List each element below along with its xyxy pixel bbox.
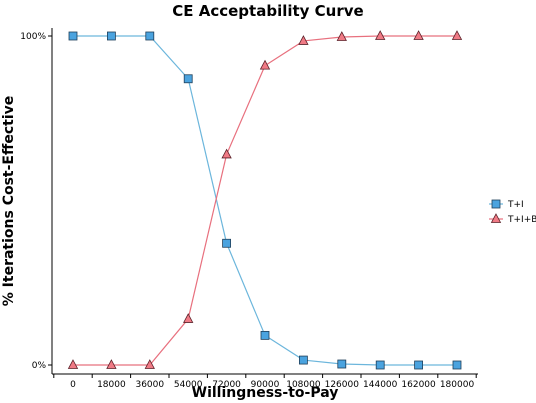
data-point bbox=[375, 360, 385, 370]
x-tick-label: 144000 bbox=[363, 380, 398, 390]
legend-marker bbox=[490, 213, 502, 223]
x-tick-label: 126000 bbox=[325, 380, 360, 390]
data-point bbox=[183, 74, 193, 84]
x-tick-label: 36000 bbox=[135, 380, 164, 390]
data-point bbox=[259, 59, 271, 70]
data-point bbox=[260, 330, 270, 340]
y-tick-label: 100% bbox=[20, 32, 46, 42]
data-point bbox=[144, 359, 155, 369]
x-tick-label: 90000 bbox=[251, 380, 280, 390]
series-line bbox=[73, 35, 457, 366]
chart-title: CE Acceptability Curve bbox=[172, 2, 363, 20]
x-tick-label: 108000 bbox=[286, 380, 321, 390]
data-point bbox=[222, 238, 232, 248]
x-tick-label: 18000 bbox=[97, 380, 126, 390]
legend-label: T+I+B bbox=[507, 215, 536, 225]
data-point bbox=[414, 360, 424, 370]
data-point bbox=[413, 30, 424, 40]
data-point bbox=[452, 360, 462, 370]
legend: T+I T+I+B bbox=[489, 199, 536, 225]
axes: 0% 100% 0 18000 36000 54000 72000 90000 108000 12… bbox=[20, 28, 478, 390]
legend-marker bbox=[491, 199, 501, 209]
data-point bbox=[68, 31, 78, 41]
data-point bbox=[451, 30, 463, 40]
data-point bbox=[298, 355, 308, 365]
y-axis-label: % Iterations Cost-Effective bbox=[1, 96, 17, 306]
data-point bbox=[298, 35, 309, 45]
data-point bbox=[183, 313, 194, 323]
x-axis-label: Willingness-to-Pay bbox=[192, 385, 339, 401]
data-point bbox=[107, 31, 116, 41]
data-point bbox=[375, 30, 386, 40]
x-tick-label: 162000 bbox=[401, 380, 436, 390]
data-point bbox=[106, 359, 117, 369]
legend-label: T+I bbox=[507, 200, 524, 210]
data-point bbox=[145, 31, 155, 41]
series-line bbox=[73, 35, 457, 366]
legend-entry: T+I bbox=[489, 199, 524, 210]
data-point bbox=[221, 148, 232, 159]
series-2 bbox=[67, 30, 463, 369]
x-tick-label: 0 bbox=[70, 380, 76, 390]
data-point bbox=[336, 31, 347, 41]
x-tick-label: 72000 bbox=[212, 380, 241, 390]
series-layer bbox=[67, 30, 463, 370]
data-point bbox=[67, 359, 79, 369]
series-1 bbox=[68, 31, 462, 370]
legend-entry: T+I+B bbox=[489, 213, 536, 225]
y-tick-label: 0% bbox=[32, 361, 47, 371]
data-point bbox=[337, 359, 347, 369]
x-tick-label: 54000 bbox=[174, 380, 203, 390]
x-tick-label: 180000 bbox=[440, 380, 475, 390]
